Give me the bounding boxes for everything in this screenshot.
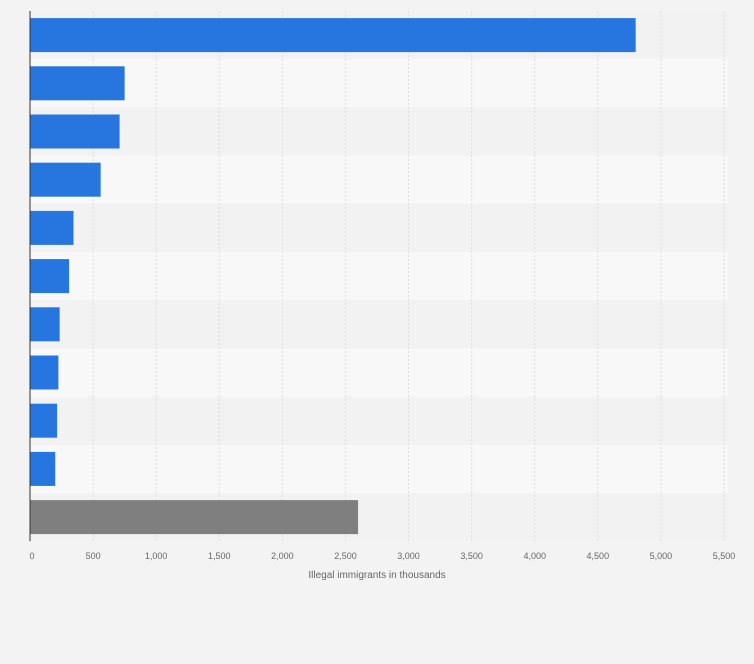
- row-band: [30, 300, 728, 349]
- tick-label: 500: [86, 551, 101, 561]
- tick-label: 3,500: [460, 551, 483, 561]
- row-band: [30, 107, 728, 156]
- row-band: [30, 252, 728, 301]
- gridlines: [92, 11, 725, 542]
- row-band: [30, 444, 728, 493]
- tick-label: 1,000: [145, 551, 168, 561]
- bar: [30, 162, 101, 197]
- tick-label: 4,000: [523, 551, 546, 561]
- bar: [30, 403, 58, 438]
- bar: [30, 355, 59, 390]
- row-band: [30, 155, 728, 204]
- tick-label: 5,500: [713, 551, 736, 561]
- tick-label: 0: [29, 551, 34, 561]
- row-band: [30, 348, 728, 397]
- bar: [30, 18, 636, 53]
- tick-label: 2,000: [271, 551, 294, 561]
- bar: [30, 500, 359, 535]
- tick-label: 5,000: [650, 551, 673, 561]
- x-axis-label: Illegal immigrants in thousands: [308, 570, 445, 581]
- row-bands: [30, 11, 728, 542]
- row-band: [30, 396, 728, 445]
- tick-label: 3,000: [397, 551, 420, 561]
- tick-label: 2,500: [334, 551, 357, 561]
- bars: [30, 18, 636, 535]
- tick-label: 4,500: [587, 551, 610, 561]
- bar: [30, 307, 60, 342]
- bar: [30, 114, 120, 149]
- bar: [30, 259, 70, 294]
- bar: [30, 451, 56, 486]
- x-tick-labels: 0 500 1,000 1,500 2,000 2,500 3,000 3,500 4,000 4…: [29, 551, 735, 561]
- tick-label: 1,500: [208, 551, 231, 561]
- row-band: [30, 59, 728, 108]
- bar: [30, 66, 125, 101]
- bar: [30, 210, 74, 245]
- row-band: [30, 203, 728, 252]
